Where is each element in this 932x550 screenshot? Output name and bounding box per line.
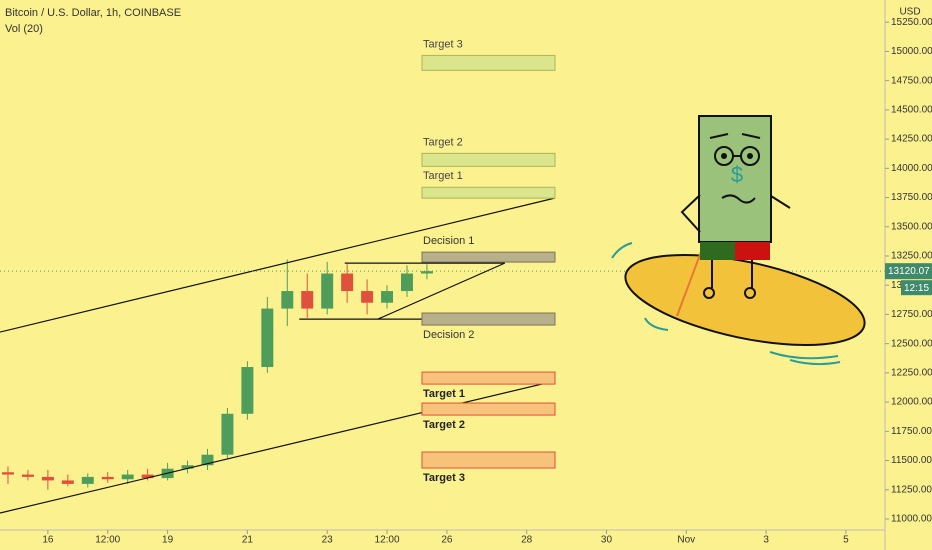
candle-body: [221, 413, 234, 455]
y-tick-label: 12250.00: [891, 368, 932, 379]
y-tick-label: 13250.00: [891, 251, 932, 262]
y-tick-label: 14750.00: [891, 75, 932, 86]
y-tick-label: 11000.00: [891, 514, 932, 525]
zone-label: Target 2: [423, 419, 465, 431]
x-tick-label: 16: [42, 535, 54, 546]
last-price-label: 13120.07: [888, 266, 930, 277]
zone-label: Target 1: [423, 388, 465, 400]
candle-body: [321, 273, 334, 309]
x-tick-label: 30: [601, 535, 613, 546]
y-tick-label: 15000.00: [891, 46, 932, 57]
candle-body: [41, 476, 54, 481]
y-tick-label: 12000.00: [891, 397, 932, 408]
candle-body: [261, 308, 274, 368]
candle-body: [61, 480, 74, 484]
candle-body: [81, 476, 94, 484]
zone-label: Target 3: [423, 38, 463, 50]
y-tick-label: 11750.00: [891, 426, 932, 437]
x-tick-label: 23: [322, 535, 334, 546]
zone-label: Target 2: [423, 136, 463, 148]
y-tick-label: 13750.00: [891, 192, 932, 203]
x-tick-label: 5: [843, 535, 849, 546]
zone-label: Target 1: [423, 170, 463, 182]
last-price-tag: [885, 263, 932, 280]
zone-box: [421, 371, 556, 385]
svg-text:$: $: [731, 162, 743, 187]
zone-box: [421, 312, 556, 326]
x-tick-label: Nov: [677, 535, 695, 546]
x-tick-label: 19: [162, 535, 174, 546]
candle-body: [281, 291, 294, 309]
zone-label: Decision 1: [423, 235, 474, 247]
zone-box: [421, 54, 556, 71]
x-tick-label: 3: [763, 535, 769, 546]
x-tick-label: 28: [521, 535, 533, 546]
x-tick-label: 21: [242, 535, 254, 546]
y-tick-label: 12500.00: [891, 338, 932, 349]
candle-body: [301, 291, 314, 309]
cartoon: $: [611, 115, 866, 366]
candle-body: [381, 291, 394, 303]
candle-body: [420, 271, 433, 274]
zone-box: [421, 451, 556, 469]
indicator-label: Vol (20): [5, 23, 43, 35]
y-tick-label: 13500.00: [891, 221, 932, 232]
y-tick-label: 14250.00: [891, 134, 932, 145]
candle-body: [121, 474, 134, 480]
trendline: [377, 262, 505, 320]
zone-label: Target 3: [423, 472, 465, 484]
y-tick-label: 14500.00: [891, 105, 932, 116]
countdown-label: 12:15: [904, 283, 929, 294]
candle-body: [101, 476, 114, 480]
x-tick-label: 12:00: [375, 535, 400, 546]
zone-box: [421, 152, 556, 167]
y-tick-label: 12750.00: [891, 309, 932, 320]
y-tick-label: 11250.00: [891, 484, 932, 495]
zone-label: Decision 2: [423, 329, 474, 341]
countdown-tag: [901, 280, 932, 296]
zone-box: [421, 251, 556, 263]
candle-body: [1, 472, 14, 475]
x-tick-label: 26: [441, 535, 453, 546]
candle-body: [401, 273, 413, 292]
y-tick-label: 15250.00: [891, 17, 932, 28]
trendline: [0, 197, 555, 333]
chart-title: Bitcoin / U.S. Dollar, 1h, COINBASE: [5, 7, 181, 19]
candle-body: [341, 273, 354, 292]
y-tick-label: 11500.00: [891, 455, 932, 466]
currency-label: USD: [899, 7, 920, 18]
y-tick-label: 14000.00: [891, 163, 932, 174]
x-tick-label: 12:00: [95, 535, 120, 546]
candle-body: [201, 454, 214, 466]
candle-body: [241, 367, 254, 414]
candle-body: [361, 291, 374, 303]
candle-body: [141, 474, 154, 479]
zone-box: [421, 402, 556, 416]
candle-body: [21, 474, 34, 477]
zone-box: [421, 186, 556, 199]
candle-body: [181, 465, 194, 469]
